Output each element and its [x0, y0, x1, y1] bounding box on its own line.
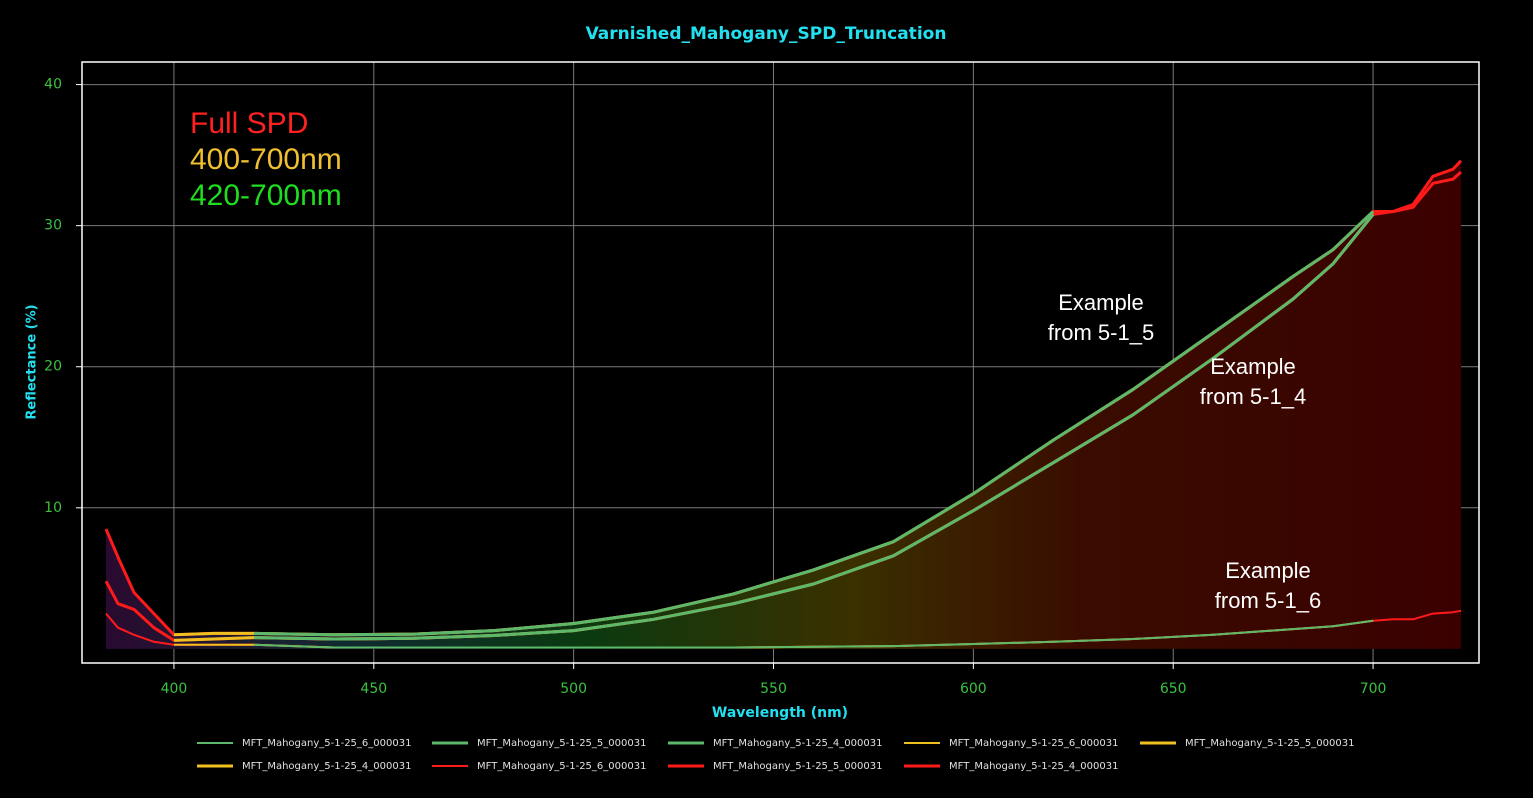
- legend-label: MFT_Mahogany_5-1-25_5_000031: [477, 738, 646, 749]
- key-note: 400-700nm: [190, 143, 342, 176]
- y-axis-label: Reflectance (%): [25, 304, 40, 419]
- plot-frame: [81, 61, 1480, 664]
- x-tick-label: 700: [1360, 681, 1387, 697]
- y-tick-label: 20: [44, 359, 62, 375]
- x-tick-label: 650: [1160, 681, 1187, 697]
- legend-label: MFT_Mahogany_5-1-25_6_000031: [477, 761, 646, 772]
- annotation: Example: [1058, 290, 1144, 315]
- y-tick-label: 10: [44, 500, 62, 516]
- legend-label: MFT_Mahogany_5-1-25_6_000031: [949, 738, 1118, 749]
- legend-label: MFT_Mahogany_5-1-25_6_000031: [242, 738, 411, 749]
- legend-label: MFT_Mahogany_5-1-25_4_000031: [242, 761, 411, 772]
- x-axis-label: Wavelength (nm): [712, 705, 848, 721]
- chart-title: Varnished_Mahogany_SPD_Truncation: [586, 24, 947, 44]
- annotation: from 5-1_6: [1215, 588, 1321, 613]
- y-tick-label: 30: [44, 218, 62, 234]
- y-tick-label: 40: [44, 77, 62, 93]
- annotation: from 5-1_5: [1048, 320, 1154, 345]
- x-tick-label: 400: [161, 681, 188, 697]
- legend-label: MFT_Mahogany_5-1-25_4_000031: [713, 738, 882, 749]
- annotation: Example: [1210, 354, 1296, 379]
- series-line: [253, 210, 1375, 637]
- annotation: Example: [1225, 558, 1311, 583]
- x-tick-label: 450: [360, 681, 387, 697]
- legend-label: MFT_Mahogany_5-1-25_5_000031: [1185, 738, 1354, 749]
- x-tick-label: 550: [760, 681, 787, 697]
- legend-label: MFT_Mahogany_5-1-25_5_000031: [713, 761, 882, 772]
- area: [105, 160, 1462, 649]
- legend-label: MFT_Mahogany_5-1-25_4_000031: [949, 761, 1118, 772]
- series-line: [253, 213, 1375, 641]
- x-tick-label: 600: [960, 681, 987, 697]
- key-note: Full SPD: [190, 107, 308, 140]
- key-note: 420-700nm: [190, 179, 342, 212]
- series-line: [253, 619, 1374, 649]
- x-tick-label: 500: [560, 681, 587, 697]
- annotation: from 5-1_4: [1200, 384, 1306, 409]
